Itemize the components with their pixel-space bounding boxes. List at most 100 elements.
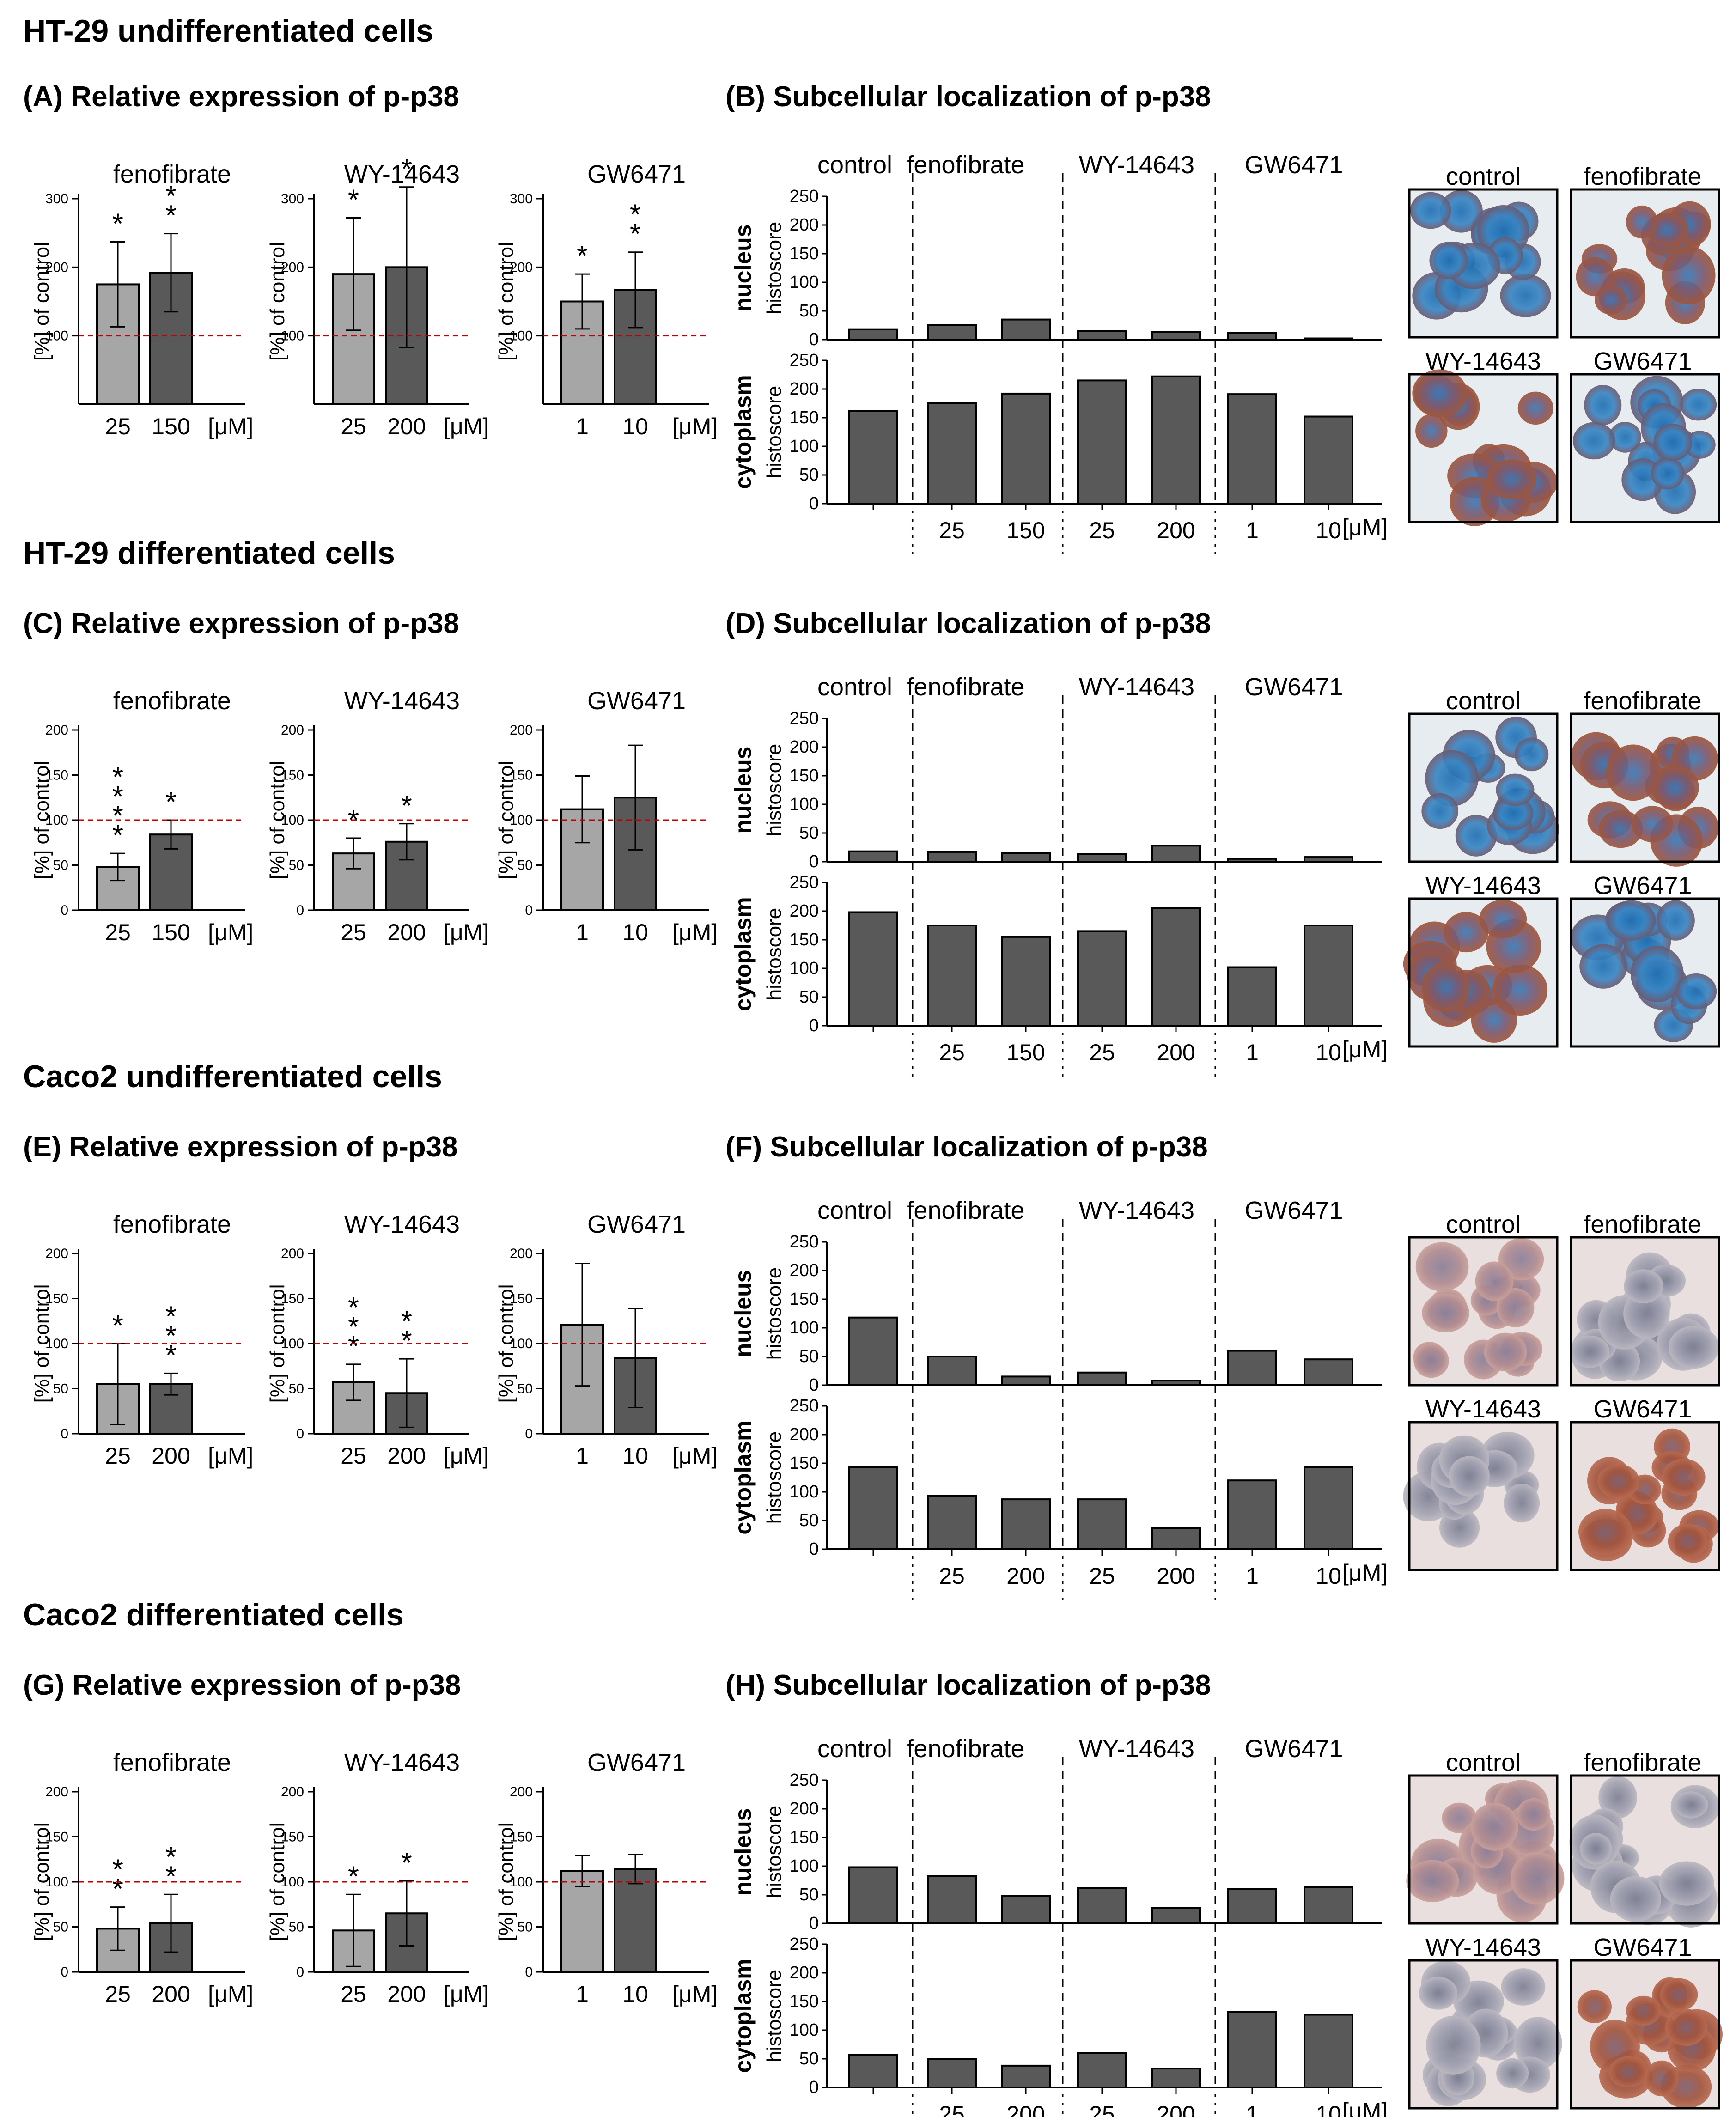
bar [1151, 1907, 1201, 1925]
cell [1444, 912, 1489, 953]
bar [1077, 379, 1127, 505]
x-tick-label: 25 [1089, 1040, 1115, 1065]
chart-group-title: WY-14643 [344, 160, 460, 188]
bar [1304, 1886, 1353, 1924]
y-tick-label: 50 [53, 858, 68, 873]
bar [1151, 845, 1201, 863]
y-tick-label: 150 [790, 408, 819, 427]
y-tick-label: 100 [790, 1856, 819, 1876]
expression-panel-title: (C) Relative expression of p-p38 [23, 608, 459, 639]
bar [1001, 318, 1051, 341]
x-tick-label: 1 [576, 1443, 589, 1469]
significance-star: * [165, 181, 177, 213]
significance-star: * [165, 786, 177, 818]
unit-label: [μM] [1342, 1036, 1388, 1062]
bar [1227, 966, 1277, 1027]
expression-panel-title: (A) Relative expression of p-p38 [23, 81, 459, 113]
micrograph-label: fenofibrate [1584, 163, 1701, 190]
section-title: Caco2 differentiated cells [23, 1597, 404, 1632]
micrograph-frame [1570, 1774, 1720, 1925]
y-tick-label: 100 [45, 1874, 68, 1890]
bar [927, 1495, 977, 1550]
subcellular-panel-title: (D) Subcellular localization of p-p38 [725, 608, 1211, 639]
cell [1487, 459, 1536, 499]
cell [1517, 391, 1553, 425]
bar [1077, 853, 1127, 863]
significance-star: * [165, 1301, 177, 1332]
unit-label: [μM] [208, 414, 253, 439]
y-tick-label: 150 [790, 1454, 819, 1473]
y-tick-label: 50 [518, 1381, 533, 1397]
y-tick-label: 200 [790, 737, 819, 757]
bar [848, 1866, 898, 1924]
micrograph-frame [1408, 897, 1559, 1048]
y-tick-label: 100 [281, 1874, 304, 1890]
bar [1227, 1350, 1277, 1387]
significance-star: * [112, 1310, 123, 1342]
subcellular-panel-title: (H) Subcellular localization of p-p38 [725, 1669, 1211, 1701]
micrograph-gw6471 [1570, 1959, 1723, 2110]
group-heading: fenofibrate [907, 1197, 1024, 1224]
unit-label: [μM] [1342, 1560, 1388, 1586]
bar [927, 402, 977, 505]
cell [1484, 1332, 1527, 1372]
cell [1668, 1524, 1707, 1558]
significance-star: * [630, 219, 641, 250]
y-tick-label: 100 [281, 328, 304, 344]
unit-label: [μM] [208, 919, 253, 945]
bar [1077, 930, 1127, 1027]
bar [1304, 1358, 1353, 1386]
y-tick-label: 200 [790, 1261, 819, 1280]
y-tick-label: 0 [809, 1016, 819, 1035]
y-tick-label: 150 [281, 768, 304, 783]
cell [1584, 385, 1622, 426]
group-heading: WY-14643 [1079, 1735, 1194, 1763]
y-tick-label: 100 [790, 437, 819, 456]
section-2: HT-29 differentiated cells (C) Relative e… [23, 535, 1720, 1077]
significance-star: * [165, 1861, 177, 1892]
micrograph-wy-14643 [1408, 1959, 1562, 2110]
y-tick-label: 0 [525, 1426, 533, 1442]
cell [1651, 766, 1699, 809]
bar [1001, 1498, 1051, 1551]
significance-star: * [165, 200, 177, 232]
y-tick-label: 200 [281, 1784, 304, 1800]
x-tick-label: 200 [152, 1981, 190, 2007]
group-heading: fenofibrate [907, 151, 1024, 179]
y-tick-label: 150 [45, 1830, 68, 1845]
significance-star: * [165, 1339, 177, 1371]
x-tick-label: 25 [105, 1981, 131, 2007]
bar [96, 283, 140, 406]
micrograph-frame [1570, 897, 1720, 1048]
micrograph-frame [1570, 1959, 1720, 2110]
bar [1001, 392, 1051, 505]
bar [1227, 1479, 1277, 1550]
expression-chart-WY-14643: WY-14643 100 200 300 [%] of control * 25 * 200 [μ… [266, 153, 489, 439]
y-tick-label: 250 [790, 1770, 819, 1790]
y-tick-label: 150 [510, 768, 533, 783]
y-axis-label: [%] of control [266, 1284, 289, 1403]
y-tick-label: 150 [790, 1290, 819, 1309]
cell [1659, 1861, 1714, 1906]
micrograph-gw6471 [1570, 373, 1720, 523]
bar [1227, 858, 1277, 863]
bar [848, 911, 898, 1027]
group-heading: WY-14643 [1079, 1197, 1194, 1224]
y-tick-label: 250 [790, 1396, 819, 1416]
micrograph-fenofibrate [1569, 1774, 1720, 1928]
y-tick-label: 100 [281, 813, 304, 828]
y-tick-label: 50 [53, 1920, 68, 1935]
cell [1449, 1456, 1490, 1496]
x-tick-label: 150 [152, 919, 190, 945]
cell [1419, 1977, 1458, 2010]
y-tick-label: 100 [790, 959, 819, 978]
bar [848, 1316, 898, 1386]
y-tick-label: 250 [790, 709, 819, 728]
significance-star: * [401, 1847, 412, 1879]
bar [1077, 1498, 1127, 1551]
group-heading: GW6471 [1244, 1735, 1343, 1763]
y-tick-label: 0 [809, 1375, 819, 1395]
bar [560, 1870, 604, 1973]
